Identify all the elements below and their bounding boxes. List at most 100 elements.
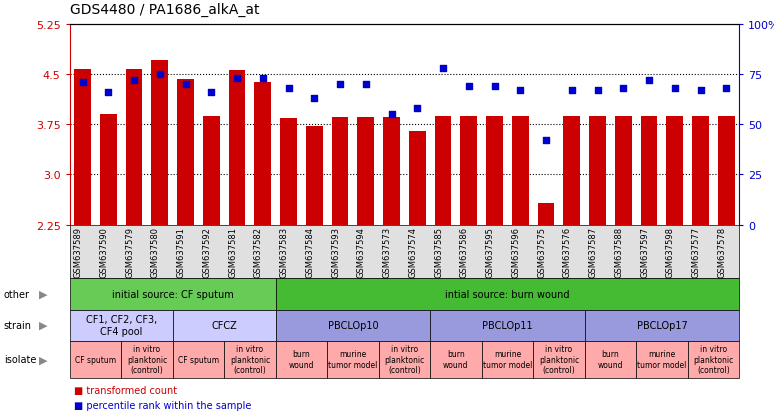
Text: burn
wound: burn wound (444, 350, 469, 369)
Point (437, 66, 449, 72)
Text: GSM637573: GSM637573 (382, 226, 392, 278)
Text: CF1, CF2, CF3,
CF4 pool: CF1, CF2, CF3, CF4 pool (86, 314, 157, 336)
Point (566, 88, 578, 94)
Bar (280, 118, 297, 225)
Text: GDS4480 / PA1686_alkA_at: GDS4480 / PA1686_alkA_at (70, 2, 259, 17)
Point (231, 76, 243, 82)
Bar (538, 204, 554, 225)
Point (643, 78, 656, 84)
Bar (125, 70, 142, 225)
Text: PBCLOp10: PBCLOp10 (327, 320, 378, 330)
Point (411, 106, 423, 112)
Text: CFCZ: CFCZ (211, 320, 237, 330)
Text: GSM637574: GSM637574 (409, 226, 417, 278)
Bar (177, 80, 194, 225)
Bar (383, 118, 400, 225)
Text: ▶: ▶ (39, 289, 47, 299)
Text: GSM637576: GSM637576 (563, 226, 572, 278)
Text: ▶: ▶ (39, 320, 47, 330)
Bar (435, 117, 451, 225)
Text: burn
wound: burn wound (598, 350, 623, 369)
Bar (666, 117, 683, 225)
Point (385, 112, 398, 118)
Text: GSM637594: GSM637594 (357, 227, 366, 277)
Point (128, 78, 140, 84)
Text: GSM637586: GSM637586 (460, 226, 469, 278)
Text: GSM637578: GSM637578 (717, 226, 726, 278)
Point (694, 88, 707, 94)
Point (77, 80, 89, 86)
Text: PBCLOp17: PBCLOp17 (636, 320, 687, 330)
Text: GSM637593: GSM637593 (331, 226, 340, 278)
Text: GSM637592: GSM637592 (202, 227, 211, 277)
Point (514, 88, 526, 94)
Bar (589, 117, 606, 225)
Text: GSM637579: GSM637579 (125, 226, 134, 278)
Point (308, 95, 320, 102)
Text: CF sputum: CF sputum (178, 355, 219, 364)
Bar (332, 118, 348, 225)
Text: burn
wound: burn wound (289, 350, 314, 369)
Point (591, 88, 604, 94)
Bar (100, 115, 117, 225)
Point (488, 83, 501, 90)
Text: GSM637597: GSM637597 (640, 226, 649, 278)
Point (257, 76, 269, 82)
Text: GSM637585: GSM637585 (434, 226, 443, 278)
Text: ■ transformed count: ■ transformed count (74, 385, 176, 395)
Point (463, 83, 475, 90)
Point (180, 82, 192, 88)
Point (720, 85, 732, 92)
Text: in vitro
planktonic
(control): in vitro planktonic (control) (384, 344, 425, 374)
Text: ■ percentile rank within the sample: ■ percentile rank within the sample (74, 400, 251, 410)
Point (334, 82, 346, 88)
Text: GSM637583: GSM637583 (279, 226, 289, 278)
Text: initial source: CF sputum: initial source: CF sputum (111, 289, 234, 299)
Text: murine
tumor model: murine tumor model (637, 350, 687, 369)
Text: CF sputum: CF sputum (75, 355, 116, 364)
Text: other: other (4, 289, 30, 299)
Text: GSM637598: GSM637598 (666, 226, 675, 278)
Text: GSM637584: GSM637584 (305, 226, 314, 278)
Text: in vitro
planktonic
(control): in vitro planktonic (control) (539, 344, 579, 374)
Text: murine
tumor model: murine tumor model (328, 350, 378, 369)
Bar (692, 117, 709, 225)
Point (153, 71, 166, 78)
Text: intial source: burn wound: intial source: burn wound (445, 289, 570, 299)
Text: GSM637591: GSM637591 (176, 227, 186, 277)
Bar (228, 71, 245, 225)
Point (102, 90, 115, 96)
Point (205, 90, 217, 96)
Bar (718, 117, 735, 225)
Text: GSM637587: GSM637587 (588, 226, 598, 278)
Text: in vitro
planktonic
(control): in vitro planktonic (control) (127, 344, 167, 374)
Bar (152, 61, 168, 225)
Text: PBCLOp11: PBCLOp11 (482, 320, 533, 330)
Text: in vitro
planktonic
(control): in vitro planktonic (control) (230, 344, 270, 374)
Text: GSM637577: GSM637577 (691, 226, 700, 278)
Bar (641, 117, 657, 225)
Text: murine
tumor model: murine tumor model (483, 350, 532, 369)
Point (617, 85, 629, 92)
Text: GSM637590: GSM637590 (99, 227, 108, 277)
Text: ▶: ▶ (39, 354, 47, 364)
Text: GSM637582: GSM637582 (254, 226, 263, 278)
Bar (563, 117, 580, 225)
Text: GSM637588: GSM637588 (615, 226, 623, 278)
Text: in vitro
planktonic
(control): in vitro planktonic (control) (694, 344, 734, 374)
Point (360, 82, 372, 88)
Point (283, 85, 295, 92)
Bar (358, 118, 374, 225)
Bar (409, 132, 426, 225)
Text: GSM637575: GSM637575 (537, 226, 546, 278)
Bar (512, 116, 529, 225)
Bar (74, 69, 91, 225)
Text: GSM637580: GSM637580 (151, 226, 159, 278)
Bar (461, 116, 477, 225)
Point (539, 138, 552, 144)
Bar (255, 83, 271, 225)
Text: GSM637595: GSM637595 (485, 227, 495, 277)
Bar (615, 117, 632, 225)
Bar (486, 116, 503, 225)
Text: GSM637589: GSM637589 (74, 226, 83, 278)
